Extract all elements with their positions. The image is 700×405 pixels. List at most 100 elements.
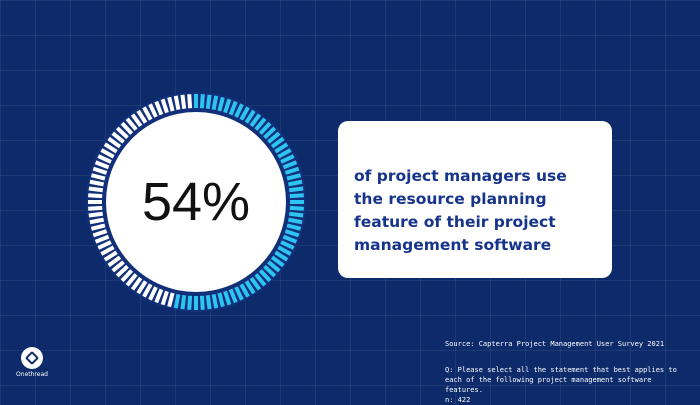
gauge-tick-empty <box>90 223 106 231</box>
brand-logo: Onethread <box>16 347 48 378</box>
gauge-tick-filled <box>280 240 295 250</box>
gauge-tick-empty <box>136 109 148 124</box>
gauge-tick-filled <box>258 269 272 283</box>
gauge-tick-filled <box>249 276 262 291</box>
gauge-tick-empty <box>88 193 103 199</box>
gauge-tick-filled <box>211 293 219 309</box>
gauge-tick-filled <box>258 121 272 135</box>
gauge-tick-filled <box>254 117 267 131</box>
gauge-tick-filled <box>263 264 277 278</box>
gauge-tick-empty <box>89 217 105 225</box>
gauge-tick-empty <box>142 106 153 121</box>
gauge-tick-filled <box>173 293 181 309</box>
gauge-tick-filled <box>223 290 232 306</box>
gauge-tick-filled <box>277 245 292 256</box>
gauge-tick-empty <box>154 288 164 304</box>
gauge-tick-filled <box>254 273 267 287</box>
source-note: Source: Capterra Project Management User… <box>445 340 665 348</box>
gauge-tick-empty <box>88 211 103 218</box>
gauge-tick-filled <box>287 179 303 187</box>
gauge-tick-filled <box>205 295 212 310</box>
gauge-tick-filled <box>187 295 193 310</box>
gauge-tick-empty <box>160 290 169 306</box>
gauge-tick-empty <box>125 273 138 287</box>
gauge-tick-empty <box>142 283 153 298</box>
gauge-tick-filled <box>239 283 250 298</box>
gauge-tick-filled <box>284 229 300 238</box>
gauge-tick-filled <box>205 94 212 109</box>
gauge-tick-filled <box>286 173 302 181</box>
gauge-tick-empty <box>94 160 110 170</box>
gauge-tick-empty <box>187 94 193 109</box>
gauge-tick-filled <box>228 288 238 304</box>
gauge-tick-filled <box>228 100 238 116</box>
gauge-tick-filled <box>244 280 256 295</box>
gauge-tick-filled <box>199 295 205 310</box>
gauge-tick-empty <box>173 95 181 111</box>
gauge-tick-empty <box>107 136 122 149</box>
gauge-ticks <box>88 94 304 310</box>
gauge-tick-empty <box>120 121 134 135</box>
gauge-tick-filled <box>217 292 225 308</box>
question-text: Q: Please select all the statement that … <box>445 366 677 394</box>
gauge-tick-empty <box>125 117 138 131</box>
gauge-tick-empty <box>90 173 106 181</box>
gauge-tick-filled <box>239 106 250 121</box>
gauge-tick-filled <box>286 223 302 231</box>
gauge-tick-empty <box>107 255 122 268</box>
gauge-tick-empty <box>130 276 143 291</box>
gauge-tick-empty <box>100 245 115 256</box>
gauge-tick-filled <box>289 205 304 211</box>
gauge-tick-filled <box>274 142 289 154</box>
brand-name: Onethread <box>16 371 48 378</box>
gauge-tick-empty <box>92 229 108 238</box>
stat-card: of project managers use the resource pla… <box>338 121 612 278</box>
gauge-tick-empty <box>115 126 129 140</box>
gauge-tick-empty <box>167 292 175 308</box>
gauge-tick-filled <box>284 166 300 175</box>
gauge-tick-empty <box>97 240 112 250</box>
gauge-tick-filled <box>234 286 244 301</box>
gauge-tick-empty <box>120 269 134 283</box>
gauge-tick-filled <box>180 295 187 310</box>
gauge-tick-filled <box>289 211 304 218</box>
gauge-tick-empty <box>92 166 108 175</box>
gauge-tick-filled <box>274 250 289 262</box>
gauge-tick-filled <box>267 260 281 273</box>
gauge-tick-filled <box>217 96 225 112</box>
gauge-tick-empty <box>89 179 105 187</box>
gauge-tick-filled <box>270 255 285 268</box>
gauge-tick-filled <box>211 95 219 111</box>
gauge-tick-empty <box>103 142 118 154</box>
gauge-tick-empty <box>136 280 148 295</box>
gauge-tick-empty <box>88 205 103 211</box>
gauge-tick-empty <box>148 286 158 301</box>
gauge-tick-filled <box>282 234 298 244</box>
gauge-tick-filled <box>289 186 304 193</box>
gauge-tick-filled <box>249 113 262 128</box>
gauge-tick-filled <box>280 154 295 164</box>
gauge-tick-filled <box>289 193 304 199</box>
percentage-gauge: 54% <box>86 92 306 312</box>
gauge-tick-filled <box>199 94 205 109</box>
gauge-value-label: 54% <box>142 172 250 232</box>
question-note: Q: Please select all the statement that … <box>445 365 685 405</box>
onethread-logo-icon <box>21 347 43 369</box>
gauge-tick-empty <box>111 131 125 144</box>
gauge-tick-empty <box>97 154 112 164</box>
gauge-tick-filled <box>223 98 232 114</box>
gauge-tick-empty <box>94 234 110 244</box>
gauge-tick-filled <box>234 103 244 118</box>
gauge-tick-filled <box>263 126 277 140</box>
gauge-tick-filled <box>282 160 298 170</box>
gauge-tick-empty <box>130 113 143 128</box>
gauge-tick-empty <box>148 103 158 118</box>
stat-caption: of project managers use the resource pla… <box>354 166 567 254</box>
gauge-tick-filled <box>287 217 303 225</box>
gauge-tick-empty <box>167 96 175 112</box>
gauge-tick-empty <box>111 260 125 273</box>
gauge-tick-filled <box>267 131 281 144</box>
gauge-tick-empty <box>160 98 169 114</box>
gauge-tick-empty <box>100 148 115 159</box>
gauge-tick-empty <box>180 94 187 109</box>
